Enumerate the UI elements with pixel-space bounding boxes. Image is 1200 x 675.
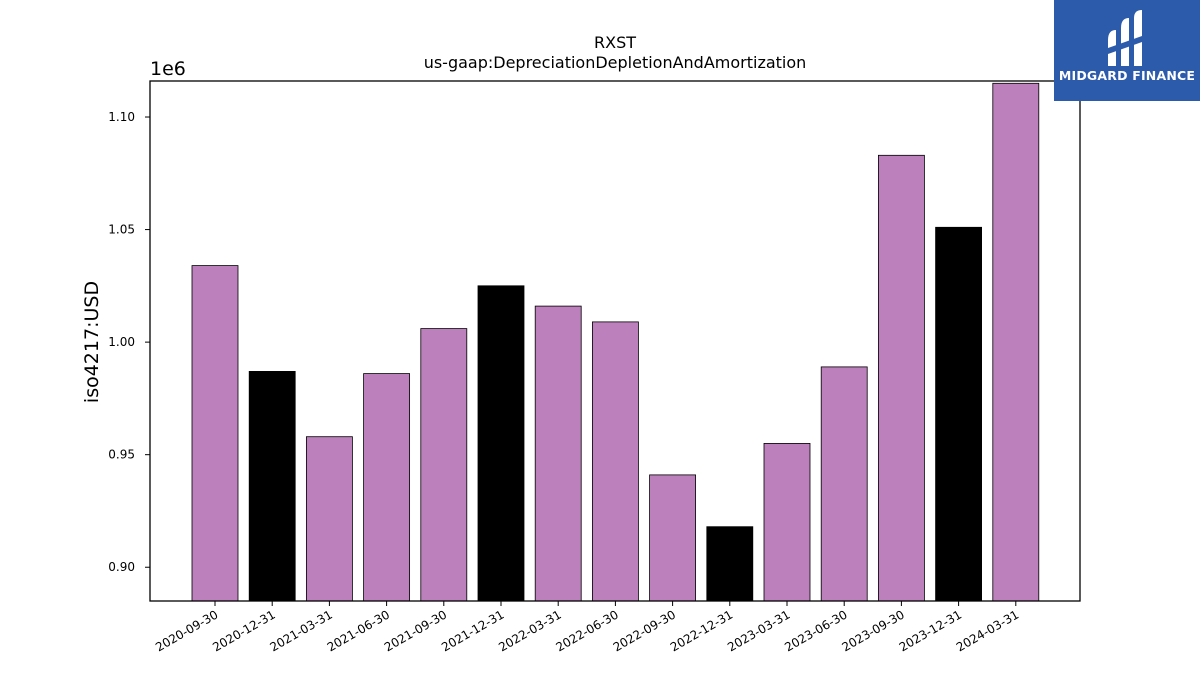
bar-2022-09-30 [649, 474, 696, 602]
bar-2024-03-31 [992, 82, 1040, 602]
x-tick-label: 2023-09-30 [839, 607, 906, 654]
x-tick-label: 2022-06-30 [553, 607, 620, 654]
x-tick-label: 2021-09-30 [382, 607, 449, 654]
bar-2021-03-31 [305, 436, 353, 602]
y-tick-label: 1.00 [108, 335, 135, 349]
x-tick-label: 2022-12-31 [668, 607, 735, 654]
plot-frame [149, 80, 1081, 602]
y-axis-ticks: 0.90 0.95 1.00 1.05 1.10 [108, 110, 150, 574]
x-tick-label: 2023-03-31 [725, 607, 792, 654]
bar-2023-06-30 [820, 366, 868, 602]
bar-2022-06-30 [592, 321, 639, 602]
bar-2022-12-31 [706, 526, 754, 602]
bar-2023-09-30 [878, 154, 925, 602]
y-tick-label: 1.10 [108, 110, 135, 124]
bar-2020-12-31 [248, 370, 296, 602]
x-tick-label: 2020-09-30 [153, 607, 220, 654]
bar-2020-09-30 [191, 265, 239, 602]
y-tick-label: 1.05 [108, 223, 135, 237]
x-tick-label: 2020-12-31 [210, 607, 277, 654]
y-tick-label: 0.90 [108, 560, 135, 574]
x-tick-label: 2021-06-30 [325, 607, 392, 654]
midgard-m-logo-icon [1108, 10, 1142, 66]
brand-name: MIDGARD FINANCE [1058, 68, 1196, 83]
x-tick-label: 2021-03-31 [267, 607, 334, 654]
x-tick-label: 2022-09-30 [611, 607, 678, 654]
chart-title: RXST [594, 33, 636, 52]
x-tick-label: 2024-03-31 [954, 607, 1021, 654]
y-tick-label: 0.95 [108, 448, 135, 462]
y-axis-scale-label: 1e6 [150, 58, 186, 80]
bar-2023-12-31 [935, 226, 982, 602]
bar-2021-12-31 [477, 285, 525, 602]
bar-2021-09-30 [420, 328, 468, 602]
chart-subtitle: us-gaap:DepreciationDepletionAndAmortiza… [424, 53, 807, 72]
y-axis-label: iso4217:USD [81, 281, 103, 403]
bar-2023-03-31 [763, 442, 811, 602]
bars-group [191, 82, 1040, 602]
x-tick-label: 2022-03-31 [496, 607, 563, 654]
bar-2021-06-30 [363, 373, 411, 602]
brand-logo: MIDGARD FINANCE [1054, 0, 1200, 101]
x-tick-label: 2023-12-31 [897, 607, 964, 654]
x-tick-label: 2021-12-31 [439, 607, 506, 654]
bar-2022-03-31 [534, 305, 582, 602]
x-axis-ticks: 2020-09-302020-12-312021-03-312021-06-30… [153, 601, 1021, 654]
x-tick-label: 2023-06-30 [782, 607, 849, 654]
